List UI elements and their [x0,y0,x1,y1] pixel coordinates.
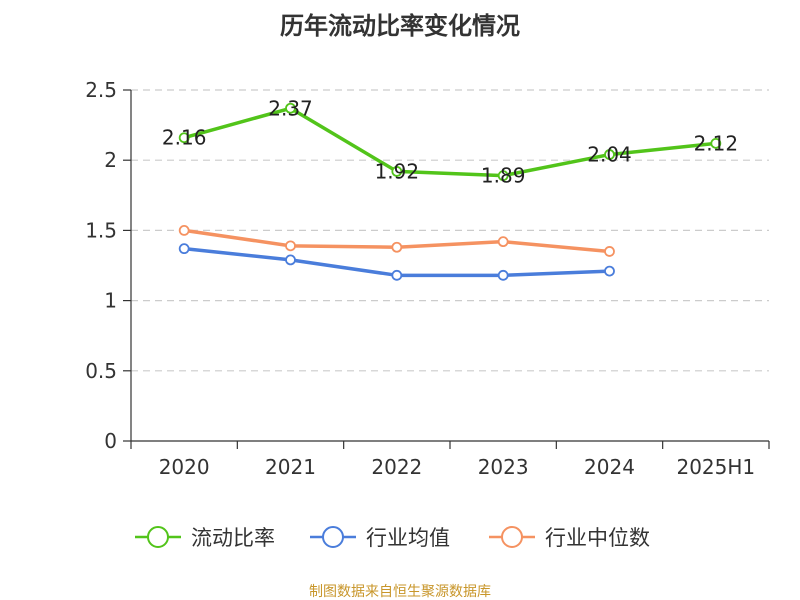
y-tick-label: 2 [104,148,117,172]
series-line [183,106,717,178]
y-tick-label: 0 [104,429,117,453]
data-point [391,269,403,281]
y-tick-label: 1.5 [85,218,117,242]
legend-marker [501,526,523,548]
data-point [497,269,509,281]
data-label: 2.16 [162,126,207,150]
y-tick-label: 2.5 [85,78,117,102]
data-label: 1.89 [481,164,526,188]
legend-marker [147,526,169,548]
data-labels: 2.16 2.37 1.92 1.89 2.04 2.12 [162,96,738,187]
data-point [285,102,296,114]
data-label: 2.37 [268,96,313,120]
data-label: 2.04 [587,143,632,167]
data-point [178,243,190,255]
x-tick-label: 2024 [584,455,635,479]
series-layer [178,102,722,281]
data-point [178,224,190,236]
x-tick-label: 2025H1 [676,455,755,479]
data-point [604,246,615,257]
x-tick-label: 2023 [478,455,529,479]
legend-label: 行业中位数 [545,526,650,550]
data-label: 1.92 [375,159,420,183]
x-tick-label: 2021 [265,455,316,479]
source-note: 制图数据来自恒生聚源数据库 [309,584,491,600]
data-point [285,254,296,266]
legend-marker [322,526,344,548]
data-label: 2.12 [694,131,739,155]
x-tick-label: 2020 [159,455,210,479]
y-tick-label: 1 [104,289,117,313]
data-point [178,132,190,144]
data-point [710,137,722,149]
data-point [497,170,509,182]
data-point [604,265,615,277]
legend-label: 流动比率 [191,526,275,550]
grid-lines [131,89,769,372]
legend-label: 行业均值 [366,526,450,550]
data-point [604,149,615,160]
data-point [391,166,403,177]
data-point [497,236,509,248]
y-tick-label: 0.5 [85,359,117,383]
legend: 流动比率 行业均值 行业中位数 [135,526,650,550]
data-point [285,240,296,252]
axes: 0 0.5 1 1.5 2 2.5 2020 2021 2022 2023 2024 2025H1 [85,78,770,479]
chart-title: 历年流动比率变化情况 [280,12,520,40]
data-point [391,241,403,253]
x-tick-label: 2022 [371,455,422,479]
